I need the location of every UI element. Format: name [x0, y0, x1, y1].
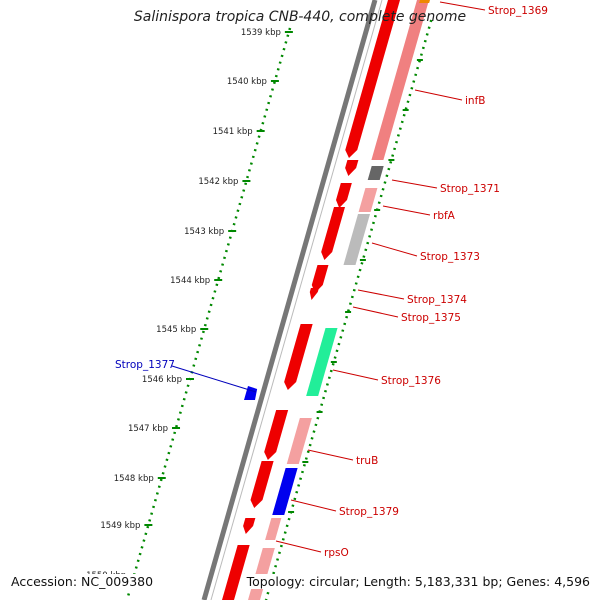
paired-bar-salmon — [371, 0, 429, 160]
feature-leader-line — [414, 89, 463, 101]
paired-bar-lightgray — [343, 214, 371, 265]
cds-arrow — [243, 518, 256, 534]
ruler-tick-label: 1539 kbp — [241, 28, 281, 38]
backbone-inner-line — [210, 0, 383, 600]
cds-arrow — [222, 545, 250, 600]
ruler-tick-label: 1543 kbp — [184, 227, 224, 237]
feature-label: rbfA — [433, 210, 456, 222]
paired-bar-gray — [367, 166, 384, 180]
ruler-tick-label: 1544 kbp — [170, 276, 210, 286]
cds-arrow — [264, 410, 289, 460]
ruler-tick-label: 1540 kbp — [227, 77, 267, 87]
feature-leader-line — [275, 540, 322, 553]
feature-leader-line — [307, 449, 354, 461]
feature-leader-line — [357, 289, 405, 300]
feature-label: Strop_1374 — [407, 294, 467, 306]
ruler-tick-label: 1547 kbp — [128, 424, 168, 434]
ruler-tick-label: 1542 kbp — [198, 177, 238, 187]
reverse-feature-label: Strop_1377 — [115, 359, 175, 371]
inner-dotted-track — [264, 19, 433, 600]
cds-arrow — [284, 324, 313, 390]
reverse-cds-arrow — [244, 386, 258, 400]
paired-bar-pink — [265, 518, 282, 540]
paired-bar-blue — [272, 468, 298, 515]
feature-leader-line — [371, 242, 418, 257]
feature-label: Strop_1379 — [339, 506, 399, 518]
accession-text: Accession: NC_009380 — [9, 574, 156, 589]
feature-label: Strop_1373 — [420, 251, 480, 263]
cds-arrow — [345, 0, 400, 158]
paired-bar-green — [306, 328, 338, 396]
paired-bar-pink — [286, 418, 312, 464]
feature-leader-line — [439, 1, 486, 11]
reverse-leader-line — [171, 365, 257, 393]
feature-label: Strop_1371 — [440, 183, 500, 195]
cds-arrow — [336, 183, 352, 208]
genome-summary-text: Topology: circular; Length: 5,183,331 bp… — [244, 574, 592, 589]
feature-leader-line — [391, 179, 438, 189]
ruler-tick-label: 1545 kbp — [156, 325, 196, 335]
feature-label: infB — [465, 95, 485, 107]
cds-arrow — [321, 207, 346, 260]
cds-arrow — [345, 160, 359, 176]
feature-leader-line — [382, 205, 431, 216]
ruler-tick-label: 1546 kbp — [142, 375, 182, 385]
feature-label: rpsO — [324, 547, 349, 559]
cds-arrow — [250, 461, 274, 508]
feature-label: Strop_1376 — [381, 375, 441, 387]
map-title: Salinispora tropica CNB-440, complete ge… — [133, 9, 467, 25]
feature-label: Strop_1375 — [401, 312, 461, 324]
feature-label: Strop_1369 — [488, 5, 548, 17]
ruler-tick-label: 1548 kbp — [114, 474, 154, 484]
ruler-tick-label: 1541 kbp — [213, 127, 253, 137]
paired-bar-pink — [358, 188, 378, 212]
cds-arrow — [309, 288, 319, 300]
feature-leader-line — [352, 306, 399, 318]
cds-arrow — [311, 265, 329, 293]
feature-leader-line — [290, 499, 337, 512]
ruler-dotted-line — [125, 27, 292, 600]
backbone-line — [201, 0, 378, 600]
paired-bar-orange — [419, 0, 430, 3]
ruler-tick-label: 1549 kbp — [100, 521, 140, 531]
feature-label: truB — [356, 455, 378, 467]
feature-leader-line — [332, 369, 379, 381]
